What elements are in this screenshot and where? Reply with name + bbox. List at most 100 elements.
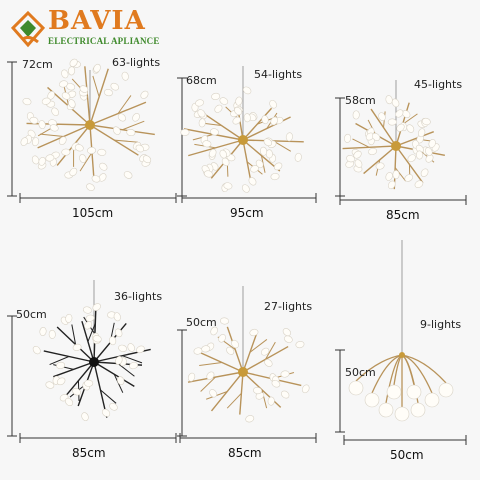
product-4-light-bulb (117, 376, 125, 386)
product-3-light-bulb (387, 118, 397, 126)
product-4-twig (87, 322, 97, 342)
product-4-light-bulb (39, 327, 47, 336)
product-1-light-bulb (121, 71, 129, 81)
product-4-light-bulb (85, 314, 95, 322)
product-4-twig (71, 324, 77, 345)
product-1-light-bulb (123, 171, 133, 179)
product-5-light-bulb (201, 345, 211, 353)
product-4-light-bulb (48, 329, 56, 339)
product-6-branch (401, 354, 415, 386)
product-1-light-bulb (29, 116, 39, 124)
product-5-light-bulb (231, 339, 239, 349)
product-1-light-bulb (58, 136, 67, 145)
product-1-light-bulb (79, 154, 87, 163)
product-4-light-bulb (56, 361, 66, 369)
product-2-light-bulb (248, 177, 257, 186)
product-4-light-bulb (136, 345, 145, 354)
product-6-light-bulb (348, 380, 364, 396)
product-6-light-bulb (364, 392, 380, 408)
product-2-light-bulb (269, 99, 277, 109)
product-1-twig (92, 75, 100, 98)
product-6-lights: 9-lights (420, 318, 462, 331)
product-1-light-bulb (61, 92, 71, 100)
product-2-light-bulb (219, 149, 227, 159)
brand-logo (8, 6, 188, 48)
product-2-light-bulb (223, 182, 233, 190)
product-2-light-bulb (263, 138, 273, 147)
product-1-center-hub (85, 120, 95, 130)
product-3-light-bulb (407, 154, 416, 163)
product-2-light-bulb (273, 162, 283, 171)
product-2-light-bulb (242, 86, 252, 95)
product-1-light-bulb (103, 89, 113, 97)
product-1-light-bulb (93, 63, 101, 73)
product-4-center-hub (89, 357, 99, 367)
product-6-light-bulb (394, 406, 410, 422)
product-3-width: 85cm (386, 208, 420, 222)
product-1-light-bulb (38, 156, 46, 166)
product-1-twig (122, 120, 145, 131)
product-2-light-bulb (243, 113, 251, 123)
product-3-branch (363, 145, 397, 175)
product-4-light-bulb (56, 377, 66, 386)
product-1-light-bulb (112, 126, 121, 135)
product-5-light-bulb (284, 335, 293, 343)
product-3-lights: 45-lights (414, 78, 463, 91)
product-3-light-bulb (424, 147, 433, 156)
product-3-light-bulb (385, 172, 393, 181)
product-5-light-bulb (295, 340, 305, 349)
product-3-twig (402, 113, 418, 125)
product-2-lights: 54-lights (254, 68, 303, 81)
product-5-light-bulb (301, 384, 310, 394)
product-4-twig (100, 389, 117, 404)
product-4-light-bulb (92, 335, 102, 343)
product-4-light-bulb (72, 343, 82, 351)
product-1-light-bulb (45, 154, 55, 162)
product-4-light-bulb (65, 313, 73, 323)
product-2-light-bulb (197, 109, 206, 118)
product-3-light-bulb (375, 162, 385, 170)
product-1-twig (79, 152, 93, 172)
product-3-light-bulb (417, 128, 426, 138)
product-4-light-bulb (118, 344, 127, 352)
product-1-branch (89, 68, 109, 126)
product-4-light-bulb (92, 303, 101, 311)
product-1-light-bulb (74, 144, 84, 152)
product-4-light-bulb (82, 306, 92, 314)
product-1-light-bulb (79, 85, 89, 93)
product-1-light-bulb (68, 66, 76, 76)
product-4-light-bulb (127, 343, 135, 352)
product-5-twig (249, 339, 268, 353)
product-4-light-bulb (84, 379, 94, 387)
product-2-light-bulb (195, 99, 205, 107)
product-1-light-bulb (140, 90, 149, 99)
product-3-light-bulb (406, 124, 415, 133)
product-2-light-bulb (214, 104, 223, 113)
product-1-light-bulb (20, 137, 29, 146)
product-4-twig (49, 356, 70, 366)
brand-name: BAVIA (48, 6, 146, 36)
product-6-height: 50cm (345, 366, 376, 379)
product-1-light-bulb (98, 173, 107, 182)
product-1-light-bulb (110, 82, 119, 91)
product-1-light-bulb (135, 144, 144, 153)
product-3-light-bulb (378, 112, 386, 122)
product-2-light-bulb (180, 128, 190, 136)
product-1-light-bulb (99, 162, 108, 171)
product-3-light-bulb (392, 170, 400, 180)
product-4-twig (122, 355, 143, 364)
product-4-light-bulb (109, 336, 117, 346)
product-5-light-bulb (249, 328, 259, 337)
product-5-width: 85cm (228, 446, 262, 460)
product-6-light-bulb (406, 384, 422, 400)
product-3-light-bulb (387, 180, 396, 190)
product-5-light-bulb (253, 386, 263, 395)
product-1-light-bulb (61, 148, 71, 156)
product-4-light-bulb (65, 397, 74, 407)
product-3-light-bulb (352, 110, 360, 120)
product-6-center-hub (399, 352, 405, 358)
product-5-light-bulb (280, 370, 290, 378)
product-1-height: 72cm (22, 58, 53, 71)
product-6-light-bulb (378, 402, 394, 418)
